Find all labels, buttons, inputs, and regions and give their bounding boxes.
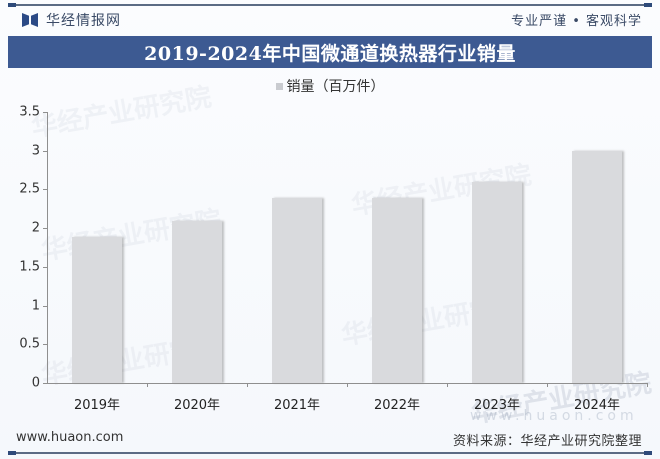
y-tick: [43, 189, 47, 191]
y-tick: [43, 305, 47, 307]
y-tick-label: 1.5: [19, 259, 40, 275]
brand: 华经情报网: [22, 10, 121, 30]
bar-2024年: [572, 150, 622, 383]
brand-name: 华经情报网: [46, 13, 121, 29]
bar-2020年: [172, 221, 222, 383]
bottom-divider: [8, 451, 652, 455]
y-tick-label: 2.5: [19, 181, 40, 197]
y-tick: [43, 266, 47, 268]
x-tick-label: 2023年: [473, 398, 521, 413]
x-tick: [147, 383, 148, 387]
x-tick: [447, 383, 448, 387]
x-tick: [347, 383, 348, 387]
top-divider: [8, 3, 652, 7]
y-tick-label: 3: [31, 143, 40, 159]
slogan: 专业严谨 • 客观科学: [511, 14, 642, 29]
legend-swatch: [275, 82, 283, 90]
title-bar: 2019-2024年中国微通道换热器行业销量: [8, 36, 652, 68]
footer-website: www.huaon.com: [16, 430, 124, 445]
y-tick: [43, 112, 47, 113]
y-axis: [47, 112, 48, 384]
brand-logo-icon: [22, 13, 38, 27]
x-tick: [247, 383, 248, 387]
bar-2023年: [472, 181, 522, 383]
legend-label: 销量（百万件）: [286, 79, 385, 95]
x-axis: [47, 383, 647, 384]
x-tick-label: 2022年: [373, 398, 421, 413]
y-tick: [43, 228, 47, 230]
bar-2022年: [372, 197, 422, 383]
y-tick: [43, 150, 47, 152]
chart-legend: 销量（百万件）: [0, 76, 660, 96]
footer-source: 资料来源：华经产业研究院整理: [452, 434, 642, 449]
watermark-url: www.huaon.com: [470, 408, 638, 424]
bar-2021年: [272, 197, 322, 383]
x-tick-label: 2024年: [573, 398, 621, 413]
chart-title: 2019-2024年中国微通道换热器行业销量: [144, 42, 516, 65]
x-tick: [647, 383, 648, 387]
y-tick-label: 3.5: [19, 104, 40, 120]
y-tick-label: 0: [31, 375, 40, 391]
bar-2019年: [72, 236, 122, 383]
x-tick-label: 2019年: [73, 398, 121, 413]
y-tick: [43, 344, 47, 346]
y-tick-label: 1: [31, 298, 40, 314]
y-tick: [43, 383, 47, 384]
y-tick-label: 0.5: [19, 336, 40, 352]
y-tick-label: 2: [31, 220, 40, 236]
x-tick-label: 2020年: [173, 398, 221, 413]
x-tick-label: 2021年: [273, 398, 321, 413]
x-tick: [547, 383, 548, 387]
